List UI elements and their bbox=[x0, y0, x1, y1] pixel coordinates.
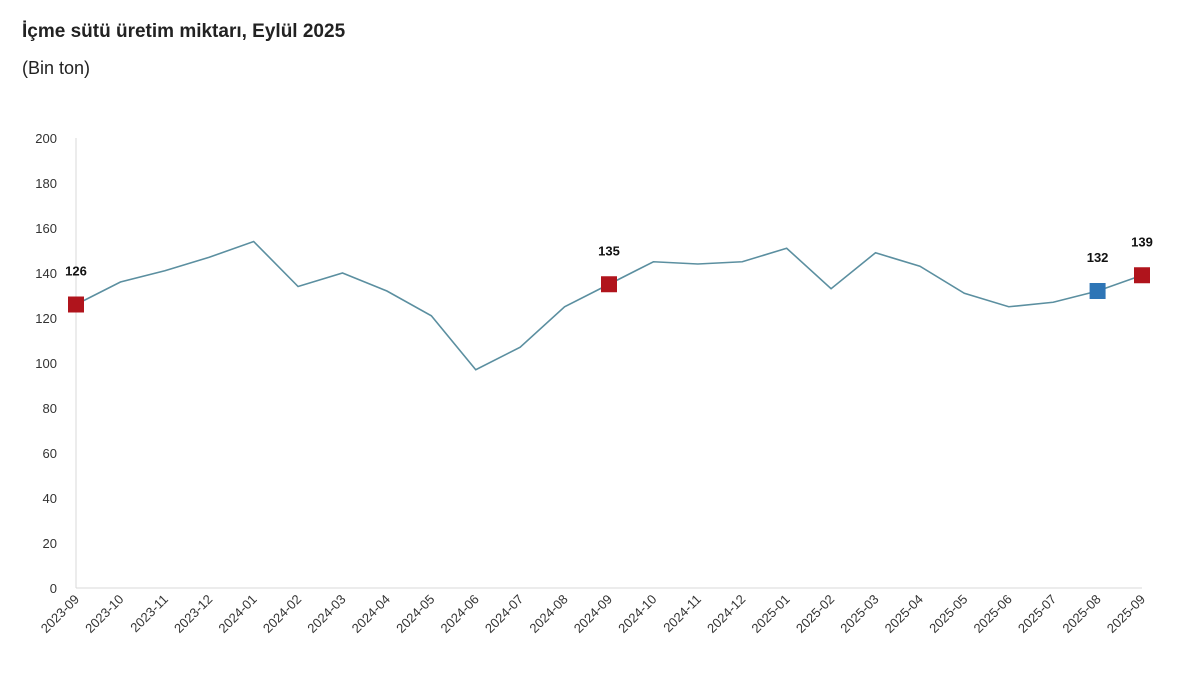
x-tick-label: 2025-03 bbox=[837, 592, 881, 636]
chart-title: İçme sütü üretim miktarı, Eylül 2025 bbox=[22, 21, 346, 42]
x-tick-label: 2025-01 bbox=[748, 592, 792, 636]
y-tick-label: 0 bbox=[50, 581, 57, 596]
point-marker bbox=[1134, 267, 1150, 284]
x-tick-label: 2024-03 bbox=[304, 592, 348, 636]
data-label: 126 bbox=[65, 264, 87, 279]
y-tick-label: 40 bbox=[43, 491, 57, 506]
x-tick-label: 2024-01 bbox=[215, 592, 259, 636]
x-tick-label: 2024-06 bbox=[438, 592, 482, 636]
y-tick-label: 140 bbox=[35, 266, 57, 281]
x-tick-label: 2024-08 bbox=[526, 592, 570, 636]
y-tick-label: 180 bbox=[35, 176, 57, 191]
x-tick-label: 2023-12 bbox=[171, 592, 215, 636]
data-label: 139 bbox=[1131, 234, 1153, 249]
series-line bbox=[75, 240, 1143, 371]
x-tick-label: 2024-02 bbox=[260, 592, 304, 636]
x-tick-label: 2024-10 bbox=[615, 592, 659, 636]
x-tick-label: 2023-09 bbox=[38, 592, 82, 636]
x-tick-label: 2025-02 bbox=[793, 592, 837, 636]
x-tick-label: 2025-06 bbox=[971, 592, 1015, 636]
point-marker bbox=[1089, 283, 1106, 299]
y-tick-label: 200 bbox=[35, 131, 57, 146]
y-tick-label: 80 bbox=[43, 401, 57, 416]
y-tick-label: 60 bbox=[43, 446, 57, 461]
x-tick-label: 2024-07 bbox=[482, 592, 526, 636]
x-tick-label: 2024-12 bbox=[704, 592, 748, 636]
point-marker bbox=[68, 296, 84, 313]
y-tick-label: 120 bbox=[35, 311, 57, 326]
data-label: 135 bbox=[598, 243, 620, 258]
data-label: 132 bbox=[1087, 250, 1109, 265]
x-tick-label: 2025-08 bbox=[1059, 592, 1103, 636]
x-tick-label: 2024-09 bbox=[571, 592, 615, 636]
x-tick-label: 2024-04 bbox=[349, 592, 393, 636]
x-tick-label: 2023-11 bbox=[127, 592, 171, 636]
y-tick-label: 20 bbox=[43, 536, 57, 551]
x-tick-label: 2025-04 bbox=[882, 592, 926, 636]
x-tick-label: 2024-11 bbox=[660, 592, 704, 636]
x-tick-label: 2025-05 bbox=[926, 592, 970, 636]
point-marker bbox=[601, 276, 617, 293]
y-tick-label: 160 bbox=[35, 221, 57, 236]
chart-subtitle: (Bin ton) bbox=[22, 58, 90, 78]
x-tick-label: 2023-10 bbox=[82, 592, 126, 636]
x-tick-label: 2025-09 bbox=[1104, 592, 1148, 636]
x-tick-label: 2024-05 bbox=[393, 592, 437, 636]
x-tick-label: 2025-07 bbox=[1015, 592, 1059, 636]
y-tick-label: 100 bbox=[35, 356, 57, 371]
